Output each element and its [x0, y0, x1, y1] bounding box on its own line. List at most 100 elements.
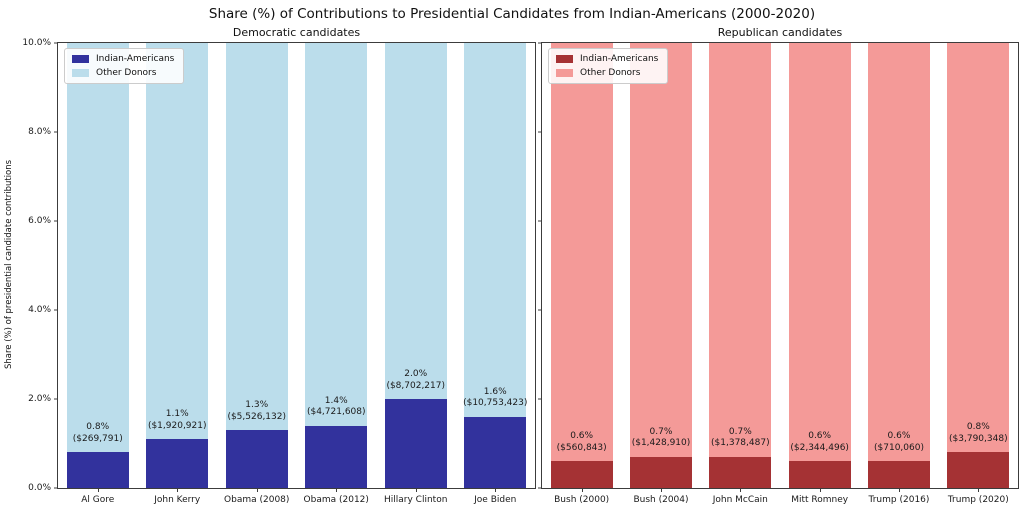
bar-slot: 0.7% ($1,428,910) Bush (2004) [621, 43, 700, 505]
annotation-amount: ($4,721,608) [306, 407, 366, 418]
y-axis-label: Share (%) of presidential candidate cont… [4, 159, 14, 370]
legend-swatch [556, 69, 573, 77]
bar-segment-other-donors [947, 43, 1010, 453]
bar-segment-indian-americans [630, 456, 692, 488]
x-tick-label: Trump (2016) [868, 495, 930, 505]
x-tick-mark [740, 488, 742, 492]
x-tick-label: Al Gore [81, 495, 115, 505]
bar-segment-other-donors [384, 43, 447, 399]
bar-segment-other-donors [464, 43, 527, 417]
annotation-percent: 0.6% [808, 431, 832, 442]
bar-slot: 0.8% ($269,791) Al Gore [58, 43, 137, 505]
bar-slot: 1.1% ($1,920,921) John Kerry [137, 43, 216, 505]
annotation-amount: ($269,791) [72, 433, 123, 444]
x-tick-mark [660, 488, 662, 492]
annotation-percent: 0.6% [887, 431, 911, 442]
x-tick-label: Joe Biden [474, 495, 517, 505]
y-tick-label: 10.0% [22, 38, 51, 48]
x-tick-label: Bush (2004) [633, 495, 689, 505]
annotation-amount: ($2,344,496) [790, 442, 849, 453]
annotation-amount: ($560,843) [556, 442, 607, 453]
bar-annotation: 0.6% ($710,060) [874, 431, 924, 454]
bar-slot: 1.3% ($5,526,132) Obama (2008) [217, 43, 296, 505]
annotation-amount: ($8,702,217) [386, 380, 445, 391]
y-tick-mark [538, 220, 542, 222]
plot-area-republican: 0.6% ($560,843) Bush (2000) 0.7% ($1,428,910… [538, 42, 1018, 505]
y-tick-mark [54, 309, 58, 311]
y-tick-label: 8.0% [28, 127, 51, 137]
bar-segment-indian-americans [788, 461, 851, 488]
x-tick-mark [819, 488, 821, 492]
bar-slot: 0.7% ($1,378,487) John McCain [701, 43, 780, 505]
bar-annotation: 0.8% ($269,791) [73, 422, 123, 445]
bar-slot: 0.6% ($560,843) Bush (2000) [542, 43, 621, 505]
bar-segment-indian-americans [66, 452, 129, 488]
bar-segment-other-donors [305, 43, 368, 426]
legend-swatch [72, 69, 89, 77]
bar-segment-other-donors [709, 43, 772, 457]
x-tick-mark [978, 488, 980, 492]
y-tick-label: 0.0% [28, 483, 51, 493]
panel-republican: Republican candidates 0.6% ($560,843) Bush… [538, 26, 1019, 505]
bar-annotation: 0.8% ($3,790,348) [949, 422, 1008, 445]
bar-annotation: 0.7% ($1,378,487) [711, 427, 770, 450]
x-tick-mark [415, 488, 417, 492]
annotation-amount: ($1,920,921) [147, 420, 207, 431]
legend-label: Indian-Americans [96, 54, 175, 64]
bar-segment-indian-americans [225, 430, 288, 488]
annotation-percent: 1.1% [165, 409, 189, 420]
x-tick-mark [177, 488, 179, 492]
bar-segment-indian-americans [464, 416, 527, 488]
x-tick-label: Obama (2008) [224, 495, 290, 505]
y-tick-mark [54, 131, 58, 133]
bar-slot: 0.8% ($3,790,348) Trump (2020) [939, 43, 1018, 505]
bar-slot: 1.6% ($10,753,423) Joe Biden [456, 43, 535, 505]
x-tick-label: John McCain [712, 495, 768, 505]
panel-title-republican: Republican candidates [717, 26, 843, 39]
bar-segment-other-donors [225, 43, 288, 431]
bar-annotation: 1.3% ($5,526,132) [227, 400, 286, 423]
y-tick-mark [538, 487, 542, 489]
x-tick-label: John Kerry [154, 495, 201, 505]
annotation-percent: 0.8% [966, 422, 990, 433]
bar-annotation: 2.0% ($8,702,217) [386, 369, 445, 392]
y-tick-mark [538, 42, 542, 44]
legend-swatch [72, 55, 89, 63]
annotation-percent: 1.4% [324, 395, 348, 406]
bar-segment-other-donors [868, 43, 930, 462]
x-tick-label: Bush (2000) [554, 495, 610, 505]
bar-segment-indian-americans [146, 439, 209, 488]
bar-segment-other-donors [66, 43, 129, 453]
annotation-amount: ($1,378,487) [711, 438, 770, 449]
bar-annotation: 1.1% ($1,920,921) [148, 409, 207, 432]
x-tick-mark [898, 488, 900, 492]
x-tick-mark [97, 488, 99, 492]
x-tick-mark [581, 488, 583, 492]
legend-label: Indian-Americans [580, 54, 659, 64]
legend-democratic: Indian-Americans Other Donors [64, 48, 185, 84]
x-tick-label: Obama (2012) [303, 495, 369, 505]
annotation-percent: 0.7% [649, 426, 673, 437]
bar-annotation: 0.6% ($560,843) [557, 431, 607, 454]
legend-item: Other Donors [556, 68, 658, 78]
annotation-amount: ($10,753,423) [463, 398, 528, 409]
annotation-amount: ($5,526,132) [227, 411, 286, 422]
legend-item: Indian-Americans [72, 54, 174, 64]
bar-segment-indian-americans [947, 452, 1010, 488]
chart-title: Share (%) of Contributions to Presidenti… [208, 6, 816, 22]
legend-item: Indian-Americans [556, 54, 658, 64]
bar-annotation: 0.7% ($1,428,910) [632, 427, 691, 450]
y-tick-mark [54, 42, 58, 44]
x-tick-mark [336, 488, 338, 492]
panel-democratic: Democratic candidates 0.0% 2.0% 4.0% 6.0% 8.… [22, 26, 536, 505]
y-tick-label: 4.0% [28, 305, 51, 315]
annotation-percent: 1.6% [483, 386, 507, 397]
bar-slot: 2.0% ($8,702,217) Hillary Clinton [376, 43, 455, 505]
x-tick-label: Mitt Romney [791, 495, 849, 505]
y-tick-label: 6.0% [28, 216, 51, 226]
bar-annotation: 1.4% ($4,721,608) [307, 396, 366, 419]
annotation-percent: 2.0% [404, 369, 428, 379]
y-tick-mark [54, 220, 58, 222]
y-tick-mark [538, 398, 542, 400]
